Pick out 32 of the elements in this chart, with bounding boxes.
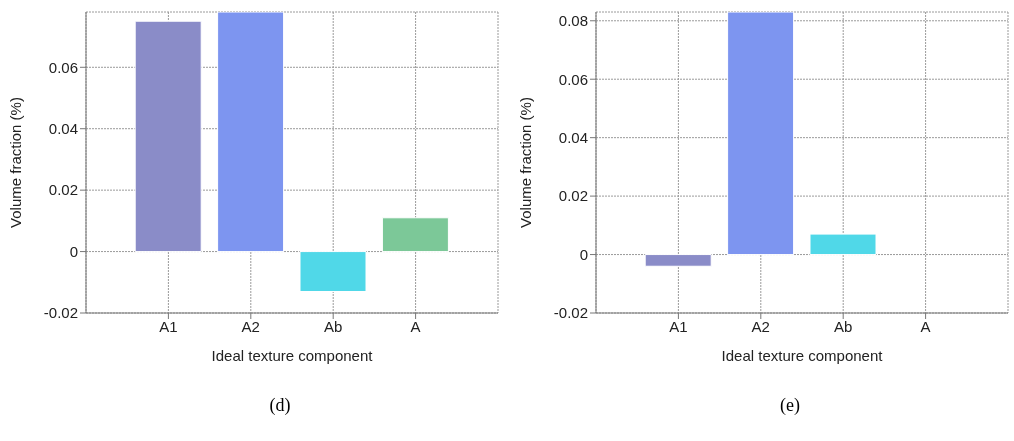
y-tick-label: -0.02 bbox=[553, 304, 588, 322]
y-tick-label: 0.06 bbox=[558, 70, 588, 88]
y-axis-title: Volume fraction (%) bbox=[517, 97, 535, 228]
x-axis-title: Ideal texture component bbox=[721, 347, 884, 364]
bar bbox=[381, 217, 449, 253]
y-tick-label: 0.02 bbox=[558, 187, 588, 205]
y-tick-label: 0.04 bbox=[558, 128, 588, 146]
x-tick-label: Ab bbox=[834, 317, 853, 335]
bar bbox=[299, 251, 367, 292]
y-tick-label: 0 bbox=[69, 242, 78, 260]
bar bbox=[727, 12, 795, 256]
x-tick-label: A bbox=[920, 317, 931, 335]
text: (d) bbox=[268, 395, 292, 416]
y-tick-label: -0.02 bbox=[43, 304, 78, 322]
x-axis-title: Ideal texture component bbox=[211, 347, 374, 364]
bar bbox=[809, 233, 877, 256]
x-tick-label: A1 bbox=[669, 317, 688, 335]
text: (e) bbox=[779, 395, 801, 416]
y-tick-label: 0.04 bbox=[48, 120, 78, 138]
y-tick-label: 0.02 bbox=[48, 181, 78, 199]
bar bbox=[217, 12, 285, 253]
bar bbox=[134, 20, 202, 253]
x-tick-label: A2 bbox=[751, 317, 770, 335]
x-tick-label: A2 bbox=[241, 317, 260, 335]
x-tick-label: A bbox=[410, 317, 421, 335]
x-tick-label: Ab bbox=[324, 317, 343, 335]
y-tick-label: 0.08 bbox=[558, 12, 588, 30]
y-tick-label: 0.06 bbox=[48, 58, 78, 76]
y-tick-label: 0 bbox=[579, 245, 588, 263]
x-tick-label: A1 bbox=[159, 317, 178, 335]
y-axis-title: Volume fraction (%) bbox=[7, 97, 25, 228]
bar bbox=[644, 254, 712, 267]
